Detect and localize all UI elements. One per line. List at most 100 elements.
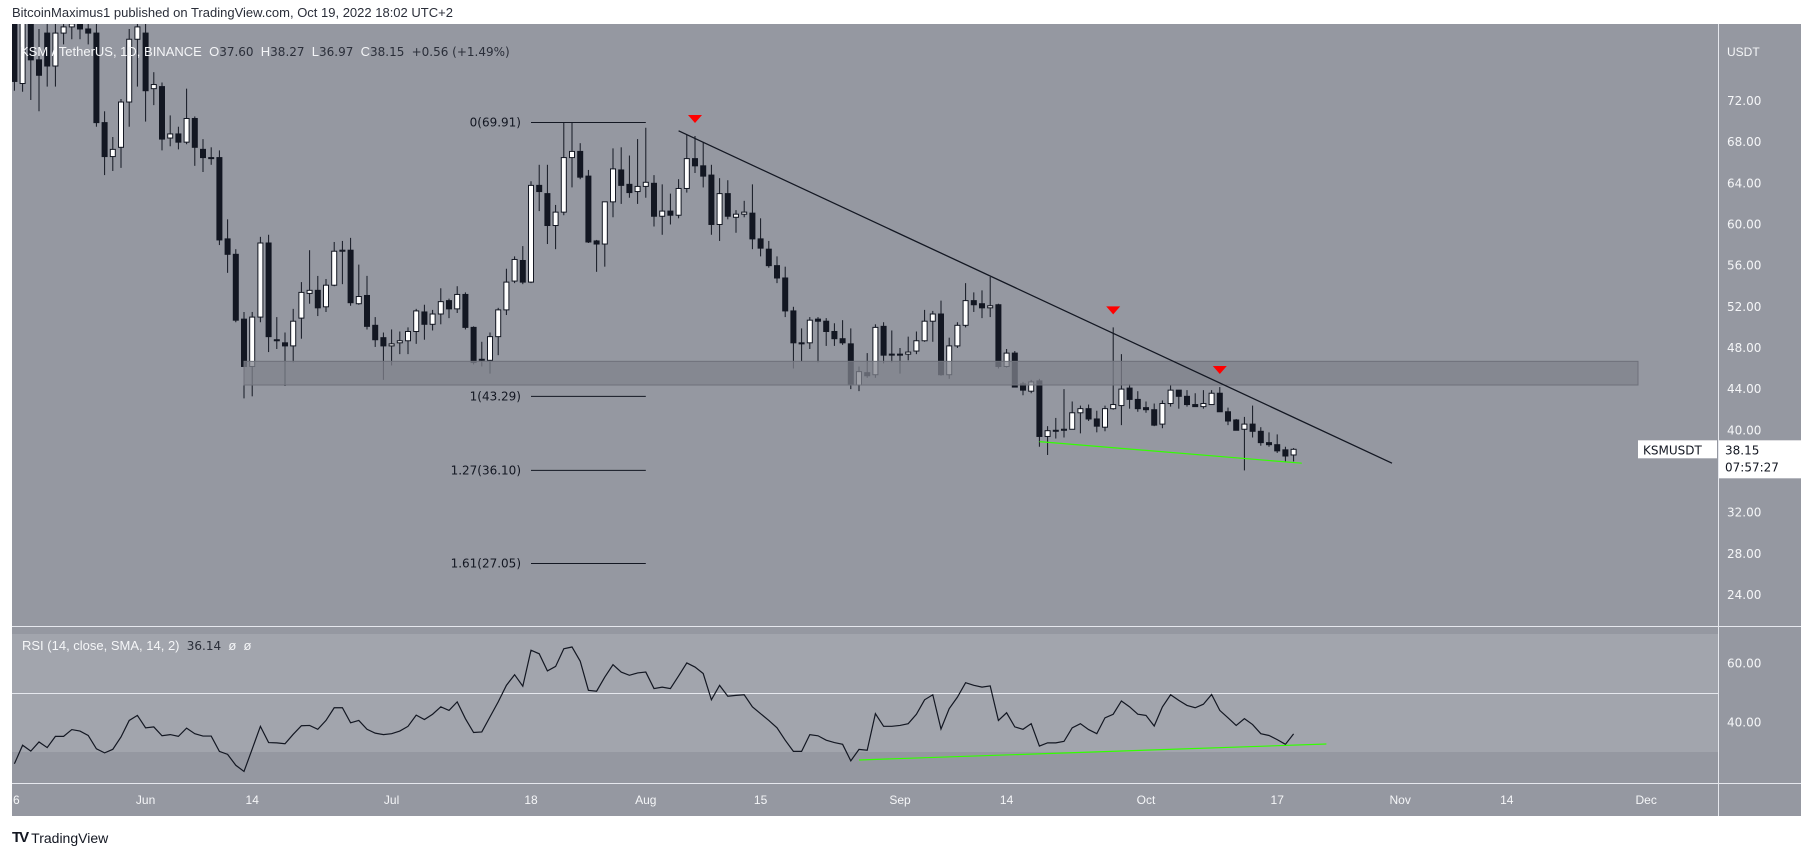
- candle-body-down: [282, 342, 288, 347]
- candle: [191, 116, 198, 166]
- candle: [716, 178, 723, 241]
- candle-body-down: [273, 339, 280, 342]
- candle-body-up: [306, 289, 313, 294]
- close-label: C: [360, 44, 370, 59]
- candle: [1052, 417, 1059, 439]
- candle: [593, 239, 600, 272]
- candle-body-down: [175, 133, 182, 143]
- time-axis[interactable]: [12, 783, 1801, 816]
- candle: [1134, 391, 1141, 412]
- price-tag: [1719, 440, 1801, 479]
- candle: [987, 276, 994, 318]
- rsi-legend[interactable]: RSI (14, close, SMA, 14, 2) 36.14 ø ø: [22, 638, 251, 653]
- candle: [273, 317, 280, 349]
- candle-body-up: [60, 26, 67, 34]
- fib-level-label: 1(43.29): [470, 389, 521, 403]
- candle-body-up: [183, 117, 190, 143]
- candle-body-up: [290, 320, 297, 347]
- price-tick-label: 32.00: [1727, 506, 1761, 520]
- time-tick-label: 18: [524, 793, 538, 807]
- candle-body-down: [191, 117, 198, 148]
- candle: [339, 240, 346, 285]
- price-axis[interactable]: [1718, 24, 1801, 783]
- candle: [355, 264, 362, 305]
- candle: [1151, 403, 1158, 427]
- candle-body-down: [1093, 418, 1100, 427]
- price-tag-countdown: 07:57:27: [1725, 460, 1779, 474]
- brand-name: TradingView: [31, 829, 109, 846]
- candle: [175, 126, 182, 150]
- price-tick-label: 56.00: [1727, 259, 1761, 273]
- candle-body-up: [150, 84, 157, 90]
- candle: [118, 98, 124, 168]
- price-axis-unit: USDT: [1727, 45, 1760, 59]
- time-tick-label: 14: [1000, 793, 1014, 807]
- candle: [741, 200, 748, 218]
- descending-trendline[interactable]: [678, 130, 1393, 464]
- candle: [1249, 405, 1256, 438]
- candle-body-up: [634, 185, 641, 193]
- candle: [27, 24, 34, 100]
- candle: [618, 147, 625, 204]
- resistance-zone[interactable]: [243, 360, 1639, 386]
- fib-level-label: 0(69.91): [470, 116, 521, 130]
- footer-brand[interactable]: TV TradingView: [12, 829, 108, 846]
- candle: [388, 329, 395, 366]
- candle-body-up: [249, 316, 256, 367]
- candle-body-down: [1192, 404, 1199, 408]
- candle: [569, 122, 575, 188]
- candle-body-down: [85, 28, 92, 34]
- candle: [298, 282, 305, 339]
- axis-labels: USDT 72.00 68.00 64.00 60.00 56.00 52.00 48.00…: [13, 45, 1761, 807]
- symbol-legend[interactable]: KSM / TetherUS, 1D, BINANCE O37.60 H38.2…: [20, 44, 510, 59]
- candle: [806, 317, 813, 349]
- candle-body-down: [774, 265, 780, 279]
- candle: [77, 24, 83, 40]
- symbol-title[interactable]: KSM / TetherUS, 1D, BINANCE: [20, 44, 202, 59]
- candle: [331, 241, 338, 287]
- candle: [200, 139, 206, 173]
- price-pane[interactable]: [12, 24, 1718, 626]
- candle: [1167, 385, 1174, 407]
- rsi-support-line[interactable]: [858, 743, 1327, 761]
- time-tick-label: 6: [13, 793, 20, 807]
- candle-body-up: [1290, 448, 1297, 456]
- candle: [1036, 378, 1043, 447]
- candle-body-down: [446, 300, 452, 310]
- candle: [159, 82, 165, 151]
- support-line[interactable]: [1039, 441, 1302, 464]
- candle-body-down: [815, 318, 821, 322]
- candle-body-up: [642, 181, 649, 187]
- candle: [1233, 418, 1240, 431]
- candle-body-up: [405, 330, 411, 342]
- candle-body-up: [1110, 404, 1117, 410]
- candle: [150, 72, 157, 106]
- candle: [1225, 407, 1231, 426]
- candle: [142, 24, 149, 122]
- candle: [921, 309, 928, 342]
- candle: [733, 210, 739, 233]
- time-tick-label: 14: [246, 793, 260, 807]
- price-tick-label: 24.00: [1727, 588, 1761, 602]
- candle: [970, 292, 977, 312]
- candle-body-down: [593, 240, 600, 245]
- candle: [823, 318, 830, 346]
- rsi-extra-2: ø: [243, 638, 252, 653]
- candle-body-down: [1249, 423, 1256, 432]
- symbol-tag-text: KSMUSDT: [1643, 443, 1702, 457]
- candle-body-down: [1175, 389, 1182, 397]
- candle: [323, 279, 329, 312]
- rsi-title[interactable]: RSI (14, close, SMA, 14, 2): [22, 638, 180, 653]
- candle-body-down: [1184, 395, 1190, 406]
- candle-body-down: [1134, 398, 1141, 410]
- candle: [626, 155, 633, 198]
- candle: [44, 24, 51, 87]
- candle-body-down: [765, 248, 772, 267]
- candle: [1184, 390, 1190, 407]
- candle-body-up: [905, 351, 912, 355]
- candle: [421, 304, 428, 340]
- candle: [552, 204, 559, 250]
- candle-body-up: [610, 168, 616, 203]
- candle: [880, 322, 887, 364]
